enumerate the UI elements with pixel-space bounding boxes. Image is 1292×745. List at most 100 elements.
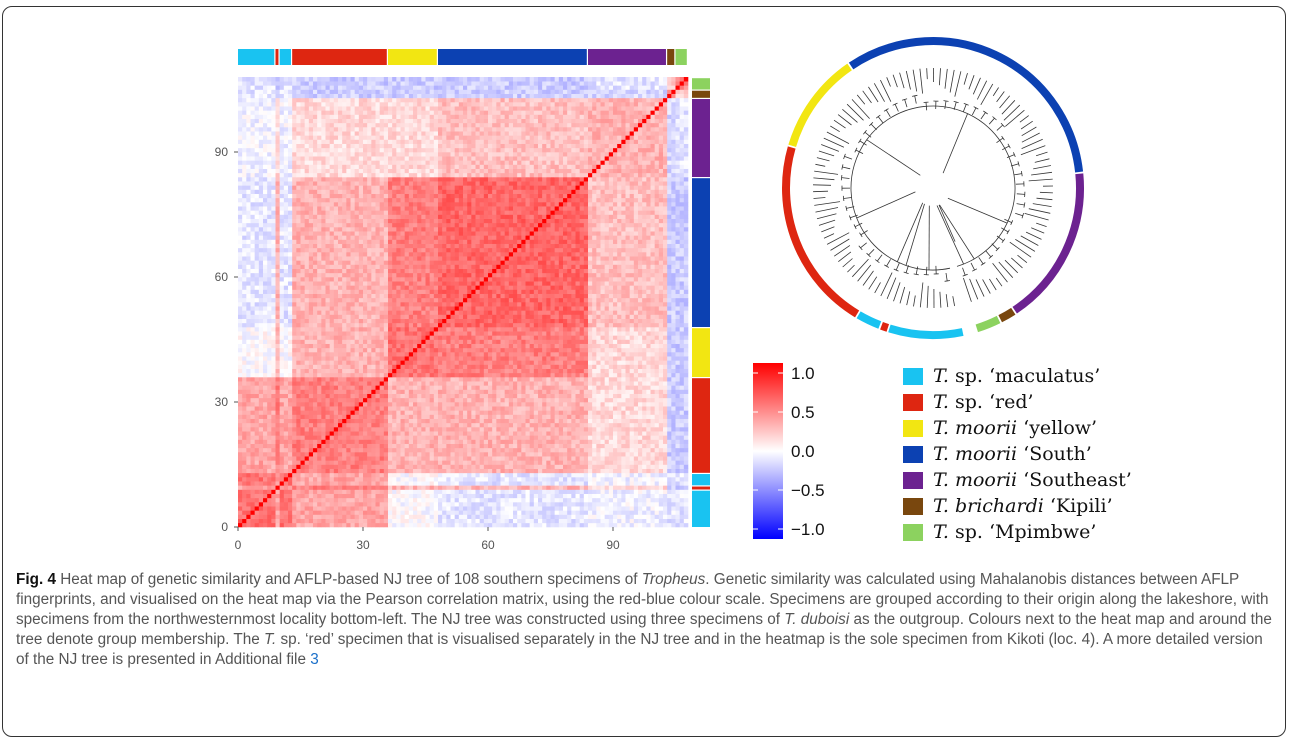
heatmap-cell bbox=[504, 418, 510, 424]
heatmap-cell bbox=[675, 464, 680, 469]
heatmap-cell bbox=[246, 506, 251, 511]
heatmap-cell bbox=[571, 393, 576, 399]
heatmap-cell bbox=[238, 418, 243, 424]
heatmap-cell bbox=[392, 368, 397, 374]
heatmap-cell bbox=[417, 410, 422, 415]
heatmap-cell bbox=[663, 452, 668, 457]
heatmap-cell bbox=[296, 368, 301, 374]
heatmap-cell bbox=[463, 381, 468, 386]
heatmap-cell bbox=[400, 335, 405, 340]
heatmap-cell bbox=[308, 447, 314, 453]
heatmap-cell bbox=[438, 468, 443, 474]
heatmap-cell bbox=[258, 372, 264, 378]
heatmap-cell bbox=[458, 360, 464, 365]
heatmap-cell bbox=[671, 360, 676, 365]
heatmap-cell bbox=[329, 493, 335, 499]
heatmap-cell bbox=[263, 502, 268, 507]
heatmap-cell bbox=[292, 514, 297, 519]
heatmap-cell bbox=[292, 489, 297, 494]
heatmap-cell bbox=[442, 522, 447, 528]
heatmap-cell bbox=[321, 443, 326, 449]
heatmap-cell bbox=[238, 435, 243, 440]
heatmap-cell bbox=[446, 522, 451, 528]
heatmap-cell bbox=[388, 518, 393, 524]
heatmap-cell bbox=[438, 439, 443, 444]
heatmap-cell bbox=[588, 452, 593, 457]
heatmap-cell bbox=[308, 377, 314, 382]
heatmap-cell bbox=[563, 372, 568, 378]
heatmap-cell bbox=[517, 489, 522, 494]
heatmap-cell bbox=[629, 522, 635, 528]
heatmap-cell bbox=[371, 456, 376, 461]
heatmap-cell bbox=[658, 464, 664, 469]
heatmap-cell bbox=[600, 435, 605, 440]
heatmap-cell bbox=[654, 343, 660, 349]
heatmap-cell bbox=[346, 427, 351, 432]
heatmap-cell bbox=[483, 397, 489, 403]
heatmap-cell bbox=[375, 460, 380, 465]
heatmap-cell bbox=[671, 356, 676, 361]
heatmap-cell bbox=[667, 418, 672, 424]
heatmap-cell bbox=[608, 381, 614, 386]
heatmap-cell bbox=[242, 506, 247, 511]
heatmap-cell bbox=[392, 447, 397, 453]
heatmap-cell bbox=[292, 522, 297, 528]
heatmap-cell bbox=[475, 514, 480, 519]
heatmap-cell bbox=[600, 485, 605, 490]
heatmap-cell bbox=[579, 422, 585, 428]
heatmap-cell bbox=[275, 443, 280, 449]
heatmap-cell bbox=[504, 343, 510, 349]
heatmap-cell bbox=[629, 460, 635, 465]
heatmap-cell bbox=[425, 431, 430, 436]
heatmap-cell bbox=[338, 489, 343, 494]
heatmap-cell bbox=[625, 443, 630, 449]
heatmap-cell bbox=[646, 472, 651, 478]
heatmap-cell bbox=[571, 343, 576, 349]
heatmap-cell bbox=[579, 481, 585, 486]
heatmap-cell bbox=[617, 343, 622, 349]
heatmap-cell bbox=[300, 464, 305, 469]
heatmap-cell bbox=[629, 347, 635, 353]
heatmap-cell bbox=[246, 406, 251, 411]
heatmap-cell bbox=[658, 431, 664, 436]
heatmap-cell bbox=[588, 489, 593, 494]
heatmap-cell bbox=[367, 410, 372, 415]
heatmap-cell bbox=[442, 472, 447, 478]
heatmap-cell bbox=[267, 439, 272, 444]
heatmap-cell bbox=[379, 377, 385, 382]
heatmap-cell bbox=[596, 339, 601, 344]
heatmap-cell bbox=[263, 431, 268, 436]
heatmap-cell bbox=[679, 372, 685, 378]
heatmap-cell bbox=[496, 518, 501, 524]
heatmap-cell bbox=[292, 389, 297, 394]
heatmap-cell bbox=[346, 343, 351, 349]
heatmap-cell bbox=[500, 522, 505, 528]
heatmap-cell bbox=[650, 472, 655, 478]
heatmap-cell bbox=[550, 443, 555, 449]
heatmap-cell bbox=[654, 452, 660, 457]
heatmap-cell bbox=[442, 381, 447, 386]
heatmap-cell bbox=[471, 477, 476, 482]
heatmap-cell bbox=[554, 468, 560, 474]
heatmap-cell bbox=[679, 406, 685, 411]
heatmap-cell bbox=[646, 377, 651, 382]
heatmap-cell bbox=[329, 468, 335, 474]
heatmap-cell bbox=[450, 364, 455, 369]
heatmap-cell bbox=[492, 510, 497, 515]
heatmap-cell bbox=[442, 443, 447, 449]
heatmap-cell bbox=[496, 485, 501, 490]
heatmap-cell bbox=[379, 518, 385, 524]
heatmap-cell bbox=[238, 431, 243, 436]
heatmap-cell bbox=[671, 439, 676, 444]
heatmap-cell bbox=[471, 464, 476, 469]
heatmap-cell bbox=[592, 356, 597, 361]
heatmap-cell bbox=[367, 502, 372, 507]
heatmap-cell bbox=[404, 406, 410, 411]
heatmap-cell bbox=[396, 414, 401, 419]
heatmap-cell bbox=[383, 422, 389, 428]
heatmap-cell bbox=[671, 447, 676, 453]
heatmap-cell bbox=[296, 431, 301, 436]
heatmap-cell bbox=[254, 510, 260, 515]
heatmap-cell bbox=[550, 493, 555, 499]
heatmap-cell bbox=[471, 414, 476, 419]
